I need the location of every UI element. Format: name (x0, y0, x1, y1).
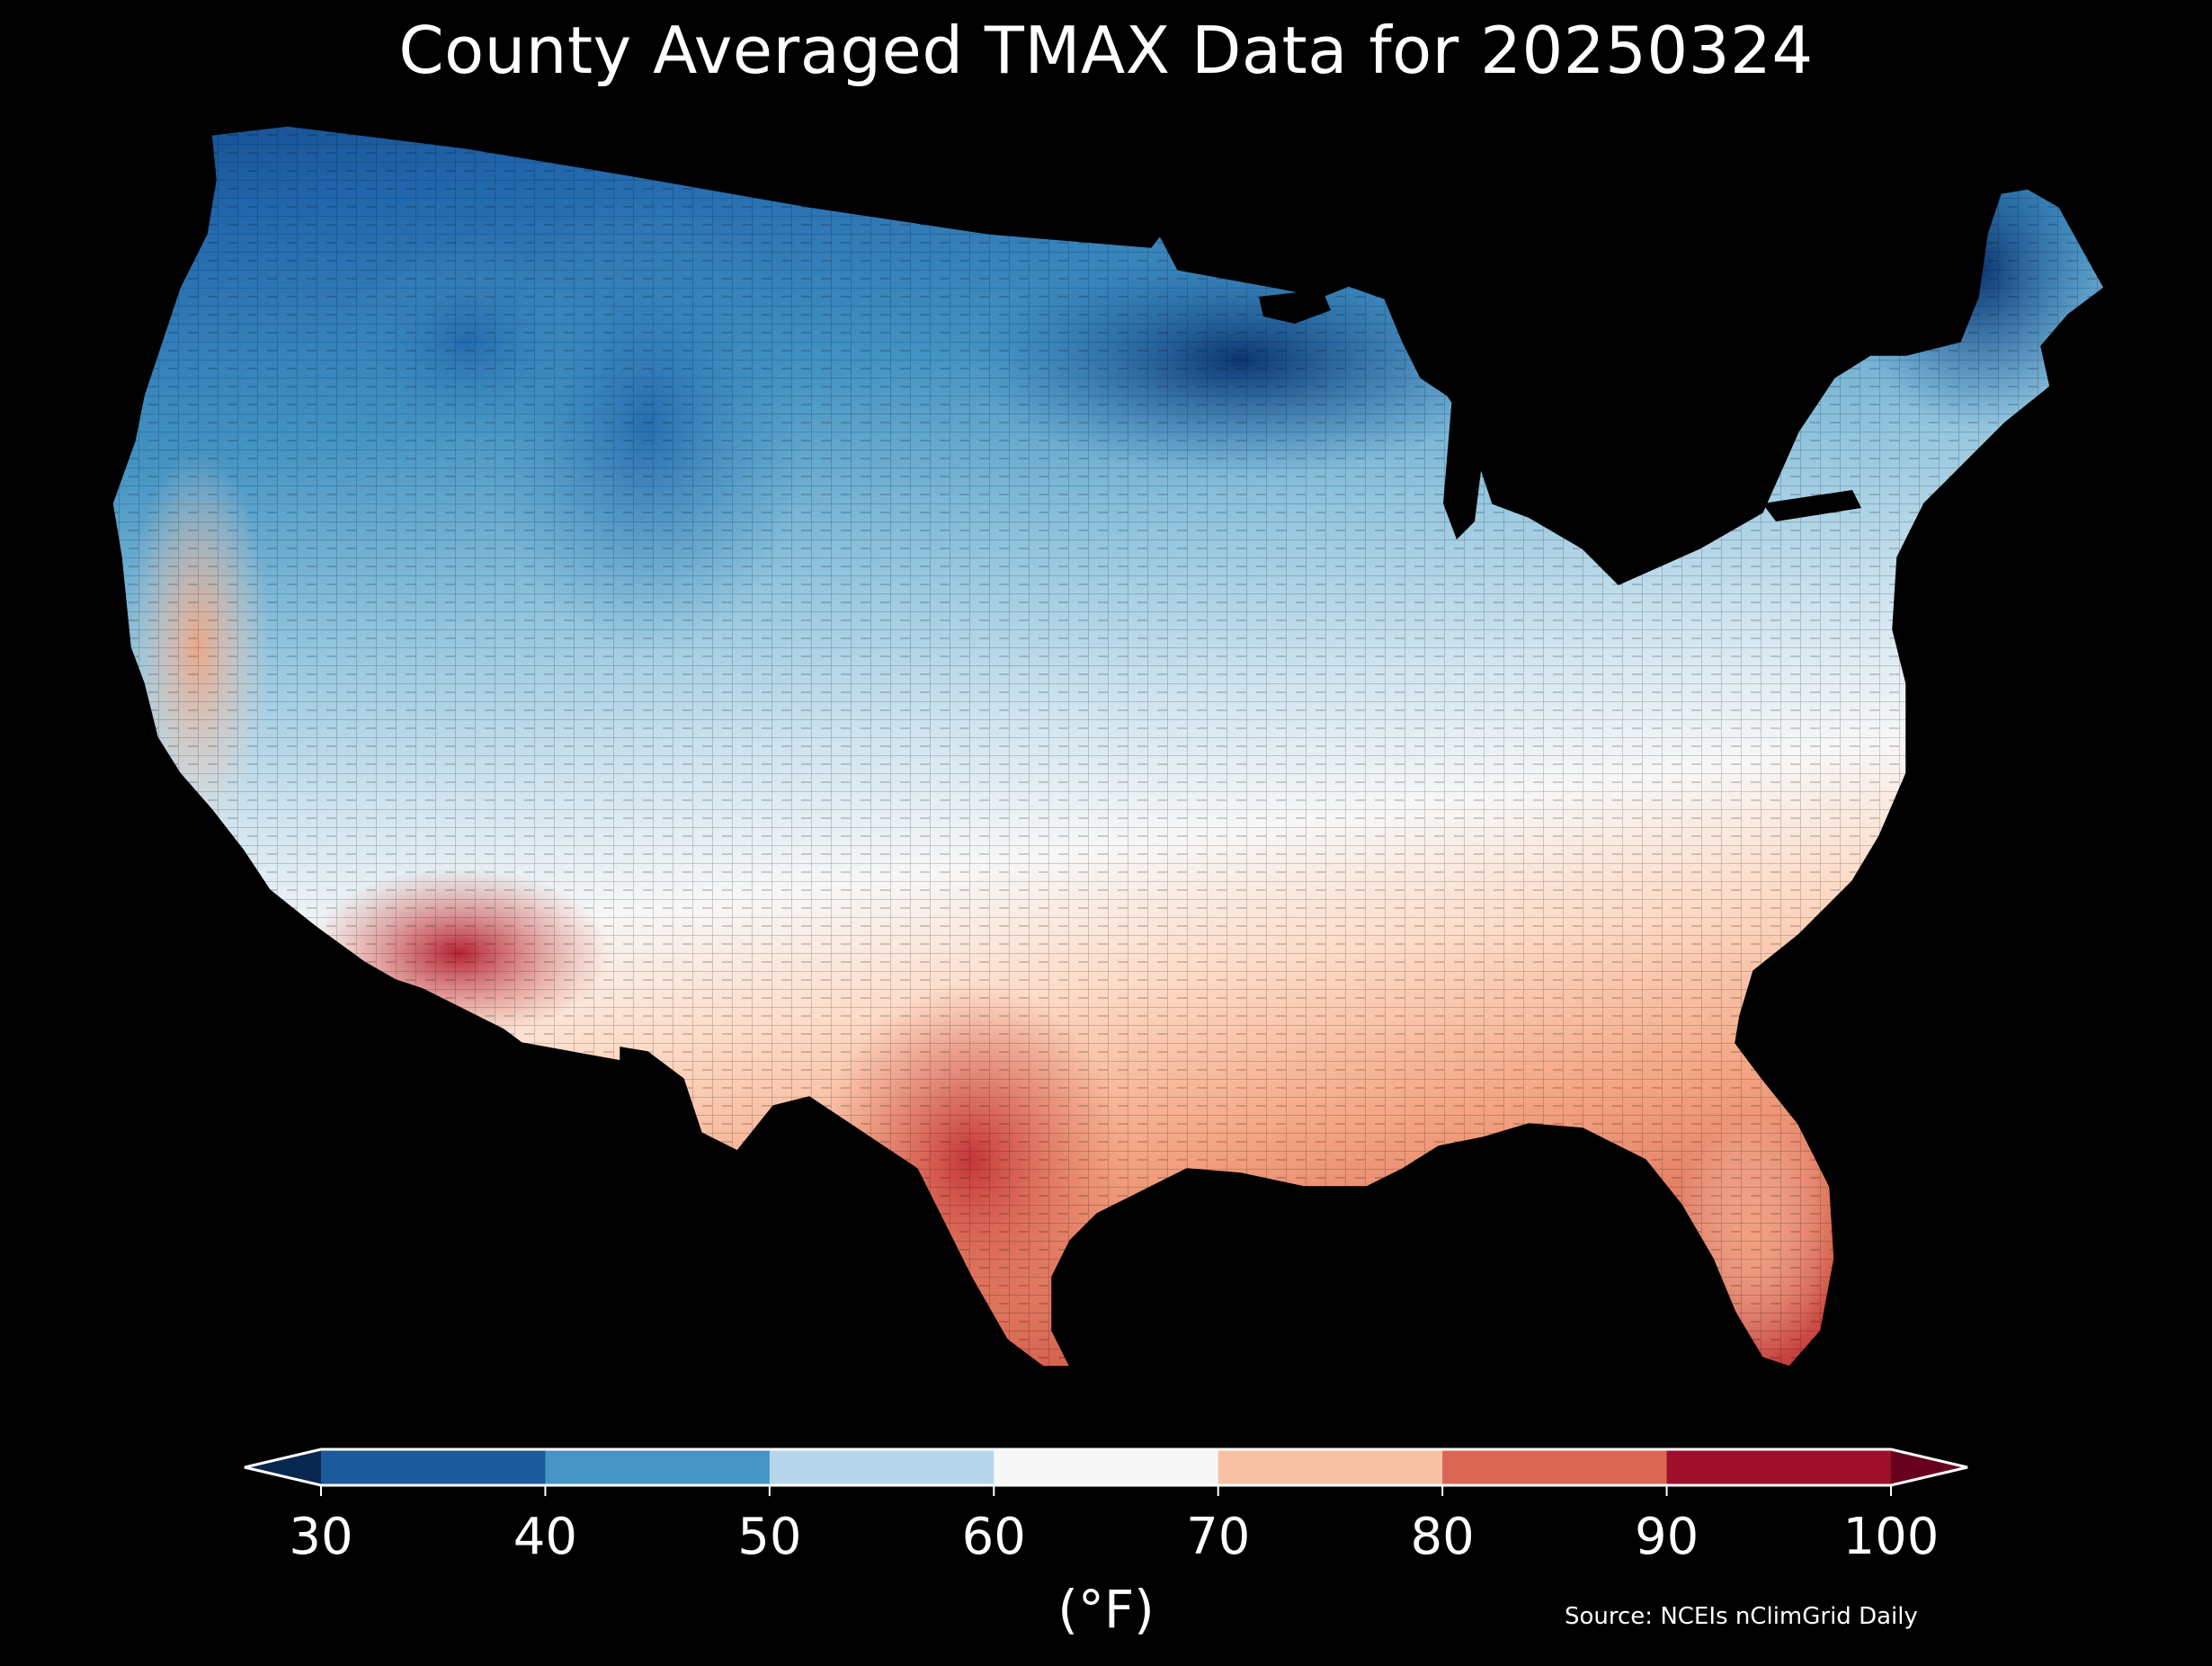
colorbar-under-arrow (245, 1449, 321, 1485)
lake-superior (1259, 290, 1331, 324)
colorbar-tick-label: 100 (1843, 1508, 1940, 1566)
colorbar-tick-label: 80 (1411, 1508, 1475, 1566)
colorbar-tick-label: 50 (737, 1508, 801, 1566)
colorbar-bin (994, 1449, 1219, 1485)
colorbar-tick-label: 70 (1186, 1508, 1250, 1566)
colorbar-bins (321, 1449, 1892, 1485)
chart-title: County Averaged TMAX Data for 20250324 (398, 13, 1814, 88)
colorbar-bin (769, 1449, 995, 1485)
colorbar-unit-label: (°F) (1057, 1579, 1155, 1640)
lake-ontario (1762, 490, 1861, 521)
colorbar-bin (1217, 1449, 1443, 1485)
colorbar-ticks: 30 40 50 60 70 80 90 100 (289, 1485, 1939, 1566)
colorbar-tick-label: 40 (513, 1508, 577, 1566)
colorbar-bin (321, 1449, 546, 1485)
lake-erie (1583, 521, 1708, 575)
colorbar-bin (1442, 1449, 1668, 1485)
source-credit: Source: NCEIs nClimGrid Daily (1565, 1603, 1918, 1630)
colorbar-bin (545, 1449, 771, 1485)
colorbar-bin (1666, 1449, 1892, 1485)
lake-michigan (1443, 387, 1484, 539)
colorbar-tick-label: 30 (289, 1508, 352, 1566)
colorbar-tick-label: 90 (1635, 1508, 1699, 1566)
colorbar-tick-label: 60 (962, 1508, 1026, 1566)
colorbar-over-arrow (1891, 1449, 1967, 1485)
lake-huron (1529, 405, 1565, 503)
